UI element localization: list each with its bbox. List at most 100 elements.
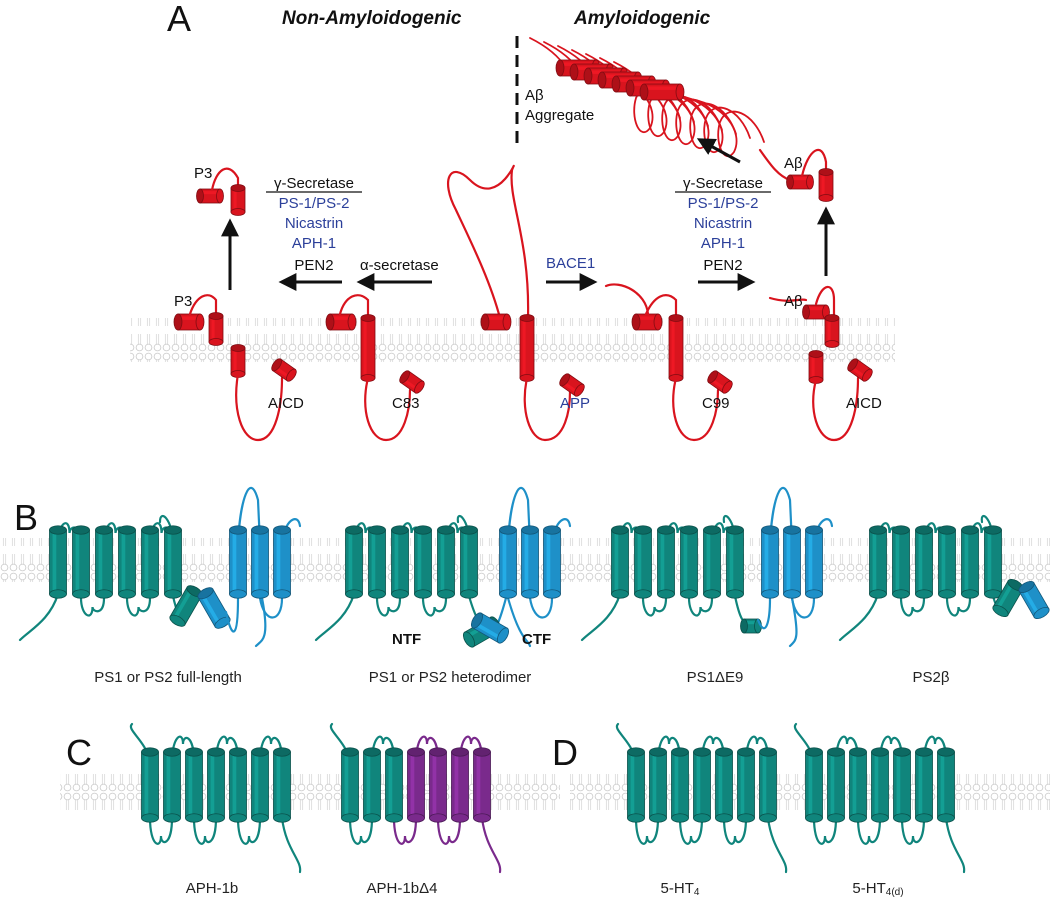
seven-tm-helix (671, 747, 689, 823)
c83-c-helix (399, 370, 425, 394)
n-term-tail (838, 592, 880, 642)
c-term-tail (788, 596, 798, 648)
aicd-left-loop (235, 372, 284, 442)
ps-full-tm-helix-blue (273, 525, 291, 599)
seven-tm-helix (627, 747, 645, 823)
extracellular-loop (170, 735, 196, 764)
abeta-label-top: Aβ (784, 155, 803, 172)
app-label: APP (560, 395, 590, 412)
p3-label-top: P3 (194, 165, 212, 182)
p3-membrane-helix (208, 312, 224, 346)
c99-tm-helix (668, 314, 684, 382)
protein-shapes (18, 37, 1050, 874)
seven-tm-helix (805, 747, 823, 823)
seven-tm-helix (893, 747, 911, 823)
aggregate-label-text: Aggregate (525, 107, 594, 124)
loop-blue-bottom (258, 596, 284, 619)
ps-full-tm-helix-blue (229, 525, 247, 599)
extracellular-loop (414, 735, 440, 764)
seven-tm-helix (759, 747, 777, 823)
caption-aph-1b: APH-1b (186, 880, 239, 897)
extracellular-loop (922, 735, 948, 764)
extracellular-loop (878, 735, 904, 764)
seven-tm-helix (915, 747, 933, 823)
seven-tm-helix (649, 747, 667, 823)
seven-tm-helix (737, 747, 755, 823)
ps-full-tm-helix-teal (95, 525, 113, 599)
aicd-right-tm-helix (808, 350, 824, 384)
ps-full-tm-helix-teal (49, 525, 67, 599)
aggregate-label-abeta: Aβ (525, 87, 544, 104)
abeta-released-n-helix (786, 174, 814, 190)
c99-c-loop (672, 376, 720, 442)
ps2b-tm-helix-teal (869, 525, 887, 599)
ps1de9-tm-helix-teal (634, 525, 652, 599)
ps-full-tm-helix-teal (164, 525, 182, 599)
n-term-tail (18, 592, 60, 642)
alpha-secretase-label: α-secretase (360, 257, 439, 274)
p3-released-n-helix (196, 188, 224, 204)
pen2-left: PEN2 (294, 257, 333, 274)
c83-tm-helix (360, 314, 376, 382)
seven-tm-helix (849, 747, 867, 823)
abeta-label-membrane: Aβ (784, 293, 803, 310)
non-amyloidogenic-header: Non-Amyloidogenic (282, 8, 462, 29)
abeta-released-loop (800, 148, 828, 178)
bace1-label: BACE1 (546, 255, 595, 272)
c-term-tail (944, 816, 966, 874)
c99-c-helix (707, 370, 733, 394)
seven-tm-helix (251, 747, 269, 823)
intracellular-loop (945, 596, 972, 617)
seven-tm-helix (937, 747, 955, 823)
extracellular-loop (744, 735, 770, 764)
abeta-released-helix (818, 168, 834, 202)
p3-released-loop (210, 167, 240, 192)
ps2b-loop-helix-blue (1018, 580, 1050, 620)
p3-label-membrane: P3 (174, 293, 192, 310)
intracellular-loop (375, 596, 402, 617)
amyloidogenic-header: Amyloidogenic (573, 8, 711, 29)
caption-5ht4d: 5-HT4(d) (852, 880, 903, 898)
seven-tm-helix (429, 747, 447, 823)
ps-heterodimer-tm-helix-blue (521, 525, 539, 599)
c-term-tail (506, 596, 532, 648)
aicd-right-helix (847, 358, 873, 382)
ps-right: PS-1/PS-2 (688, 195, 759, 212)
ctf-loop-helix (470, 612, 510, 644)
ntf-label: NTF (392, 631, 421, 648)
seven-tm-helix (827, 747, 845, 823)
seven-tm-helix (341, 747, 359, 823)
intracellular-loop (722, 816, 748, 845)
seven-tm-helix (185, 747, 203, 823)
extracellular-loop (370, 735, 396, 764)
caption-ps-full-length: PS1 or PS2 full-length (94, 669, 242, 686)
ps2b-tm-helix-teal (915, 525, 933, 599)
intracellular-loop (634, 816, 660, 845)
ps1de9-tm-helix-teal (611, 525, 629, 599)
p3-membrane-loop (188, 294, 218, 320)
ps1de9-tm-helix-blue (805, 525, 823, 599)
intracellular-loop (125, 596, 152, 617)
ps-heterodimer-tm-helix-blue (499, 525, 517, 599)
ps2b-tm-helix-teal (961, 525, 979, 599)
caption-ps2-beta: PS2β (913, 669, 950, 686)
ps-heterodimer-tm-helix-blue (543, 525, 561, 599)
ps1de9-tm-helix-teal (703, 525, 721, 599)
aggregate-helix (639, 83, 685, 101)
gamma-secretase-right: γ-Secretase (683, 175, 763, 192)
intracellular-loop (436, 816, 462, 845)
ps-heterodimer-tm-helix-teal (437, 525, 455, 599)
ps2b-tm-helix-teal (892, 525, 910, 599)
c99-n-tail (604, 283, 650, 316)
ps-heterodimer-tm-helix-teal (345, 525, 363, 599)
extracellular-loop (258, 735, 284, 764)
c99-loop (644, 294, 678, 320)
ps-heterodimer-tm-helix-teal (414, 525, 432, 599)
intracellular-loop (687, 596, 714, 617)
caption-ps-heterodimer: PS1 or PS2 heterodimer (369, 669, 532, 686)
ps1de9-tm-helix-teal (726, 525, 744, 599)
abeta-membrane-loop (814, 285, 836, 320)
extracellular-loop (458, 735, 484, 764)
extracellular-loop (700, 735, 726, 764)
